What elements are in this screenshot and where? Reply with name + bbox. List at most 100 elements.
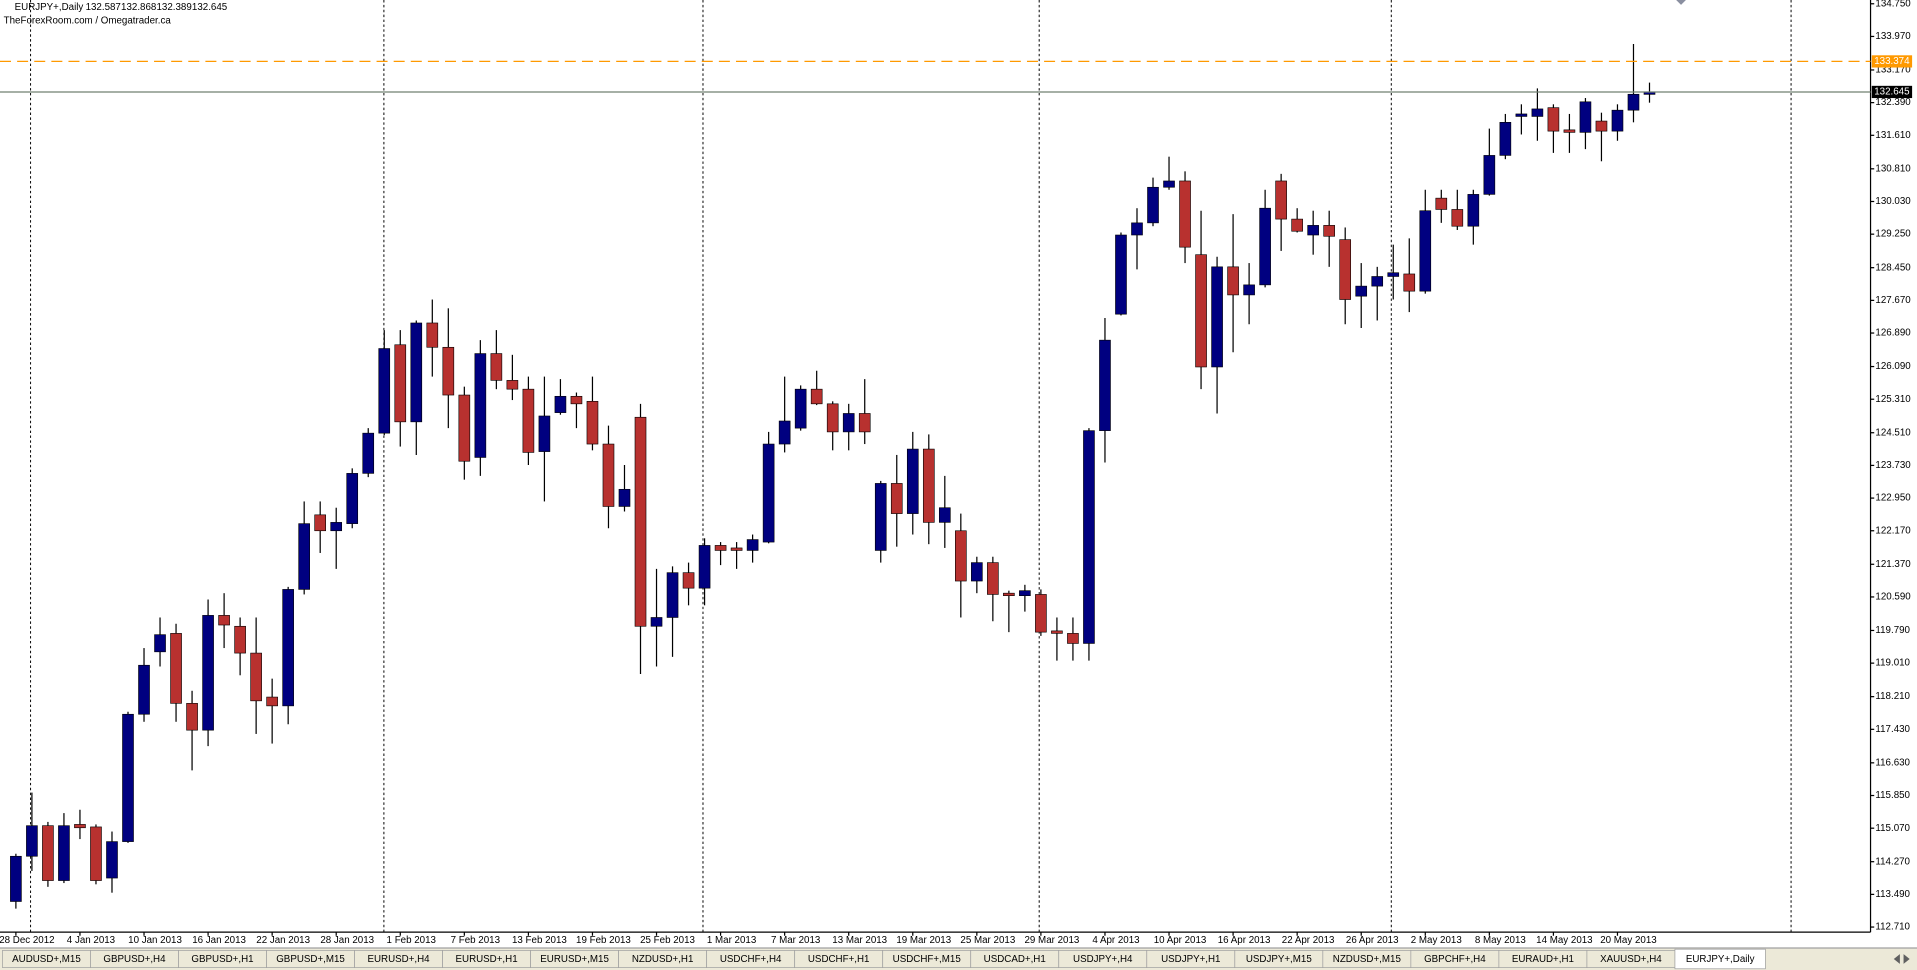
candle-body — [1595, 120, 1608, 132]
candle-body — [506, 380, 519, 390]
y-tick-label: 113.490 — [1875, 889, 1910, 900]
tab-label[interactable]: USDCAD+,H1 — [984, 954, 1046, 965]
shift-marker — [1676, 0, 1686, 5]
x-tick-label: 2 May 2013 — [1411, 935, 1462, 946]
candle-body — [987, 562, 999, 595]
candle-body — [10, 855, 22, 902]
candle-body — [170, 633, 182, 704]
candle-body — [1147, 186, 1159, 224]
y-tick-label: 130.810 — [1875, 163, 1911, 174]
tab-label[interactable]: EURUSD+,H4 — [367, 954, 430, 965]
candle-body — [1195, 254, 1207, 368]
tab-label[interactable]: EURUSD+,M15 — [540, 954, 609, 965]
x-tick-label: 14 May 2013 — [1536, 935, 1592, 946]
y-tick-label: 112.710 — [1875, 922, 1910, 933]
candle-body — [154, 634, 166, 653]
candle-body — [1291, 218, 1303, 232]
candle-body — [266, 696, 278, 707]
tab-label[interactable]: NZDUSD+,H1 — [632, 954, 694, 965]
x-tick-label: 26 Apr 2013 — [1346, 935, 1399, 946]
candle-body — [474, 353, 487, 458]
candle-body — [698, 545, 711, 589]
candle-body — [554, 395, 567, 413]
candle-body — [42, 825, 54, 881]
candle-body — [58, 825, 70, 881]
candle-body — [1627, 93, 1640, 111]
candle-body — [906, 448, 919, 514]
tab[interactable] — [1674, 948, 1766, 970]
x-tick-label: 22 Apr 2013 — [1282, 935, 1335, 946]
tab-label[interactable]: EURUSD+,H1 — [456, 954, 518, 965]
y-tick-label: 115.850 — [1875, 790, 1910, 801]
x-tick-label: 20 May 2013 — [1600, 935, 1656, 946]
tab-label[interactable]: XAUUSD+,H4 — [1600, 954, 1662, 965]
candle-body — [1579, 101, 1592, 133]
tab-label[interactable]: USDCHF+,H1 — [808, 954, 870, 965]
x-tick-label: 10 Apr 2013 — [1154, 935, 1207, 946]
candle-body — [762, 443, 775, 543]
candle-body — [890, 483, 903, 514]
y-tick-label: 115.070 — [1875, 823, 1910, 834]
tab-label[interactable]: USDCHF+,H4 — [720, 954, 782, 965]
candle-body — [1419, 210, 1432, 292]
alert-label: 133.374 — [1874, 56, 1910, 67]
x-tick-label: 29 Mar 2013 — [1024, 935, 1079, 946]
candle-body — [1227, 266, 1239, 296]
y-tick-label: 133.170 — [1875, 65, 1911, 76]
candle-body — [1131, 222, 1143, 236]
ohlc-open: 132.587 — [86, 2, 121, 13]
candle-body — [1051, 630, 1063, 634]
tab-label[interactable]: EURAUD+,H1 — [1512, 954, 1574, 965]
candle-body — [1003, 592, 1015, 596]
candle-body — [74, 824, 86, 829]
x-tick-label: 7 Feb 2013 — [451, 935, 500, 946]
y-tick-label: 128.450 — [1875, 262, 1911, 273]
tab-scroll-right[interactable] — [1903, 954, 1910, 964]
x-tick-label: 13 Feb 2013 — [512, 935, 567, 946]
tab-label[interactable]: USDJPY+,H1 — [1161, 954, 1220, 965]
tab-label[interactable]: NZDUSD+,M15 — [1333, 954, 1402, 965]
candle-body — [955, 530, 967, 582]
candle-body — [1387, 272, 1400, 277]
tab-label[interactable]: GBPUSD+,H1 — [191, 954, 253, 965]
bid-label-box — [1871, 85, 1913, 99]
tab-label[interactable]: USDJPY+,H4 — [1073, 954, 1133, 965]
watermark: TheForexRoom.com / Omegatrader.ca — [4, 15, 172, 26]
y-tick-label: 130.030 — [1875, 196, 1911, 207]
candle-body — [1611, 109, 1624, 132]
candle-body — [874, 483, 887, 551]
candle-body — [394, 344, 407, 423]
candle-body — [778, 420, 791, 445]
tab-label[interactable]: USDCHF+,M15 — [893, 954, 962, 965]
candle-body — [122, 713, 134, 842]
candle-body — [682, 572, 695, 589]
tab-scroll-left[interactable] — [1893, 954, 1900, 964]
tab-label[interactable]: USDJPY+,M15 — [1246, 954, 1312, 965]
candle-body — [1339, 239, 1352, 300]
candle-body — [186, 703, 198, 731]
candle-body — [410, 322, 423, 423]
candle-body — [1467, 194, 1480, 227]
y-tick-label: 114.270 — [1875, 856, 1910, 867]
x-tick-label: 28 Jan 2013 — [320, 935, 374, 946]
tab-label[interactable]: EURJPY+,Daily — [1686, 954, 1755, 965]
candle-body — [586, 401, 599, 445]
candle-body — [730, 547, 743, 551]
tab-label[interactable]: GBPUSD+,H4 — [103, 954, 166, 965]
x-tick-label: 19 Mar 2013 — [896, 935, 951, 946]
candle-body — [1355, 285, 1368, 297]
candle-body — [522, 388, 535, 453]
candle-body — [570, 395, 583, 405]
tab-label[interactable]: GBPCHF+,H4 — [1424, 954, 1486, 965]
candle-body — [1371, 276, 1384, 287]
tab-label[interactable]: GBPUSD+,M15 — [276, 954, 345, 965]
candle-body — [378, 348, 391, 434]
candle-body — [922, 448, 935, 523]
candle-body — [90, 826, 102, 881]
candle-body — [1307, 225, 1319, 236]
y-tick-label: 133.970 — [1875, 31, 1911, 42]
x-tick-label: 1 Mar 2013 — [707, 935, 756, 946]
tab-label[interactable]: AUDUSD+,M15 — [12, 954, 81, 965]
y-tick-label: 132.390 — [1875, 97, 1911, 108]
